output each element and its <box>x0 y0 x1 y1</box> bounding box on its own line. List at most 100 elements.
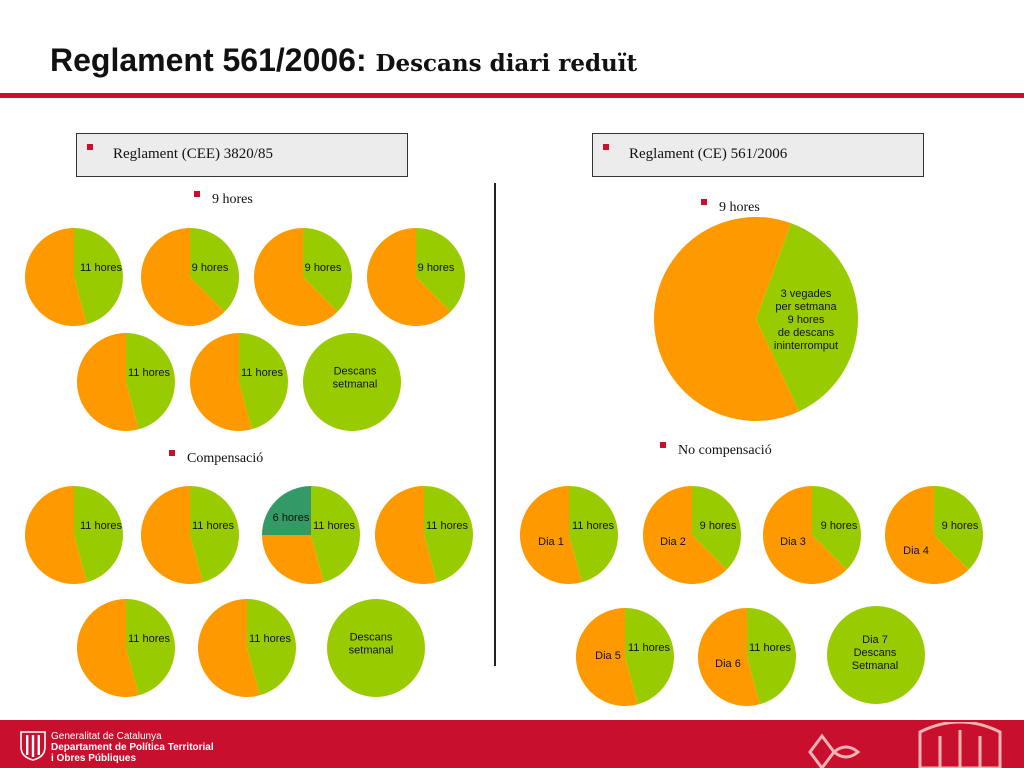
slice-label: Descans setmanal <box>349 632 394 657</box>
right-regulation-label: Reglament (CE) 561/2006 <box>629 146 788 162</box>
slice-label: 11 hores <box>192 520 234 532</box>
right-section1-heading: 9 hores <box>701 199 760 216</box>
pie-slice <box>303 333 401 431</box>
left-section2-label: Compensació <box>187 451 264 466</box>
slice-label: 11 hores <box>241 367 283 379</box>
left-section1-label: 9 hores <box>212 192 253 207</box>
pie-chart: 11 hores <box>140 486 239 584</box>
pie-slice <box>569 486 618 583</box>
slice-label: Dia 4 <box>903 545 929 557</box>
pie-chart: 9 hores <box>254 228 353 326</box>
pie-chart: 11 hores <box>374 486 473 584</box>
pie-slice <box>756 223 859 412</box>
page-title: Reglament 561/2006: Descans diari reduït <box>50 42 637 79</box>
bullet-icon <box>603 144 609 150</box>
right-section2-label: No compensació <box>678 443 772 458</box>
pie-slice <box>74 486 123 583</box>
slice-label: Dia 5 <box>595 650 621 662</box>
pie-slice <box>827 606 925 704</box>
slice-label: Dia 3 <box>780 536 806 548</box>
bullet-icon <box>87 144 93 150</box>
slice-label: 11 hores <box>80 262 122 274</box>
slice-label: 11 hores <box>128 633 170 645</box>
pie-slice <box>575 608 638 706</box>
pie-chart: 11 hores Dia 6 <box>697 608 796 706</box>
pie-slice <box>254 228 338 326</box>
slice-label: Descans setmanal <box>333 366 378 391</box>
slice-label: 6 hores <box>273 512 310 524</box>
pie-slice <box>327 599 425 697</box>
pie-chart: 9 hores Dia 4 <box>885 486 984 584</box>
pie-slice <box>76 599 139 697</box>
pie-slice <box>374 486 437 584</box>
slice-label: 9 hores <box>821 520 858 532</box>
slice-label: Dia 1 <box>538 536 564 548</box>
right-section1-label: 9 hores <box>719 200 760 215</box>
slice-label: 11 hores <box>628 642 670 654</box>
pie-chart: 3 vegades per setmana 9 hores de descans ini… <box>654 216 859 421</box>
slice-label: 11 hores <box>128 367 170 379</box>
pie-slice <box>239 333 288 430</box>
pie-slice <box>311 486 360 583</box>
pie-chart: 11 hores <box>24 486 123 584</box>
pie-slice <box>126 333 175 430</box>
pie-slice <box>692 486 742 570</box>
pie-chart: 11 hores <box>24 228 123 326</box>
slice-label: Dia 2 <box>660 536 686 548</box>
slice-label: 11 hores <box>249 633 291 645</box>
left-regulation-label: Reglament (CEE) 3820/85 <box>113 146 273 162</box>
slice-label: 9 hores <box>418 262 455 274</box>
pie-slice <box>519 486 582 584</box>
pie-slice <box>74 228 123 325</box>
pie-slice <box>643 486 727 584</box>
left-section2-heading: Compensació <box>169 450 263 467</box>
pie-slice <box>303 228 353 312</box>
slice-label: 11 hores <box>426 520 468 532</box>
pie-slice <box>812 486 862 570</box>
footer-decoration-icon <box>808 722 1002 768</box>
pie-slice <box>763 486 847 584</box>
right-section2-heading: No compensació <box>660 442 772 459</box>
pie-slice <box>697 608 760 706</box>
pie-chart: 11 hores <box>197 599 296 697</box>
slice-label: Dia 6 <box>715 658 741 670</box>
footer-line2: Departament de Política Territorial <box>51 742 214 753</box>
pie-slice <box>247 599 296 696</box>
bullet-icon <box>194 191 200 197</box>
pie-slice <box>190 228 240 312</box>
pie-chart: 11 hores <box>76 333 175 432</box>
pie-chart: Dia 7 Descans Setmanal <box>827 606 925 704</box>
pie-slice <box>747 608 796 705</box>
slice-label: 3 vegades per setmana 9 hores de descans ini… <box>774 288 838 352</box>
pie-slice <box>24 228 87 326</box>
column-divider <box>494 183 496 666</box>
slice-label: 11 hores <box>80 520 122 532</box>
bullet-icon <box>701 199 707 205</box>
pie-slice <box>126 599 175 696</box>
slice-label: 9 hores <box>942 520 979 532</box>
left-section1-heading: 9 hores <box>194 191 253 208</box>
bullet-icon <box>169 450 175 456</box>
pie-chart: 9 hores <box>367 228 466 326</box>
generalitat-logo-icon <box>20 731 46 761</box>
footer-bar <box>0 720 1024 768</box>
pie-chart: 9 hores Dia 3 <box>763 486 862 584</box>
title-sub: Descans diari reduït <box>375 50 638 77</box>
pie-slice <box>416 228 466 312</box>
pie-slice <box>367 228 451 326</box>
slice-label: 9 hores <box>192 262 229 274</box>
pie-slice <box>140 486 203 584</box>
pie-slice <box>24 486 87 584</box>
left-regulation-box: Reglament (CEE) 3820/85 <box>76 133 408 177</box>
pie-slice <box>190 486 239 583</box>
pie-slice <box>262 535 324 584</box>
slice-label: 11 hores <box>313 520 355 532</box>
pie-chart: 11 hores Dia 1 <box>519 486 618 584</box>
slice-label: 11 hores <box>749 642 791 654</box>
pie-slice <box>189 333 252 432</box>
slice-label: Dia 7 Descans Setmanal <box>852 634 898 672</box>
pie-chart: 11 hores <box>189 333 288 432</box>
slice-label: 9 hores <box>700 520 737 532</box>
